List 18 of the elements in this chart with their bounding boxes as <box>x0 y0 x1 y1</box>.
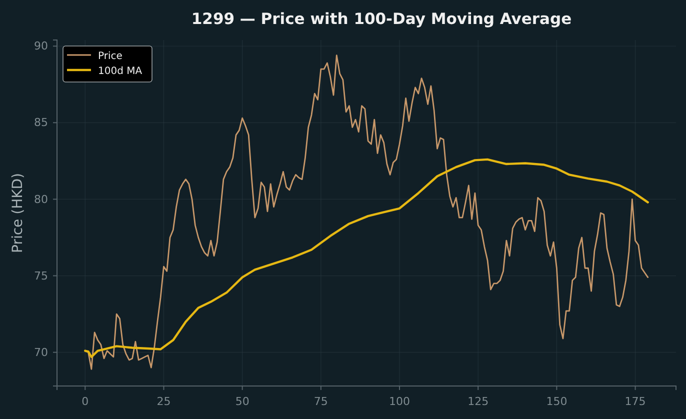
x-tick-label: 50 <box>235 394 250 408</box>
x-tick-label: 175 <box>624 394 646 408</box>
y-tick-label: 80 <box>34 192 48 206</box>
y-tick-label: 90 <box>34 40 48 53</box>
line-series <box>84 158 649 358</box>
y-tick-label: 75 <box>34 269 48 282</box>
x-tick-label: 125 <box>468 394 489 408</box>
y-tick-label: 70 <box>34 346 48 359</box>
x-tick-label: 100 <box>389 394 410 408</box>
legend-label: Price <box>98 51 122 62</box>
x-tick-label: 75 <box>314 394 328 408</box>
x-tick-label: 0 <box>82 394 89 408</box>
y-axis-title: Price (HKD) <box>10 172 26 254</box>
x-tick-label: 150 <box>546 394 568 408</box>
legend-label: 100d MA <box>98 66 142 77</box>
x-tick-label: 25 <box>156 394 171 408</box>
chart-title: 1299 — Price with 100-Day Moving Average <box>191 10 572 28</box>
y-tick-label: 85 <box>34 116 48 130</box>
